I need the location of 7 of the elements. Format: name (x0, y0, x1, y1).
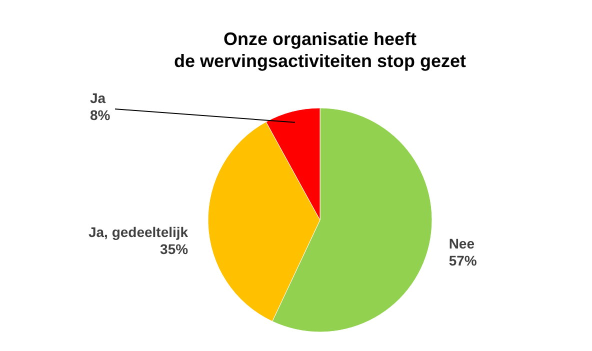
slice-label: Ja (90, 90, 106, 106)
data-label: 8% (90, 107, 111, 123)
slice-label: Nee (448, 235, 475, 252)
chart-title: Onze organisatie heeft de wervingsactiviteiten stop gezet (174, 29, 466, 71)
data-label: 57% (448, 252, 478, 268)
data-label: 35% (160, 240, 189, 257)
slice-label: Ja, gedeeltelijk (88, 224, 188, 240)
